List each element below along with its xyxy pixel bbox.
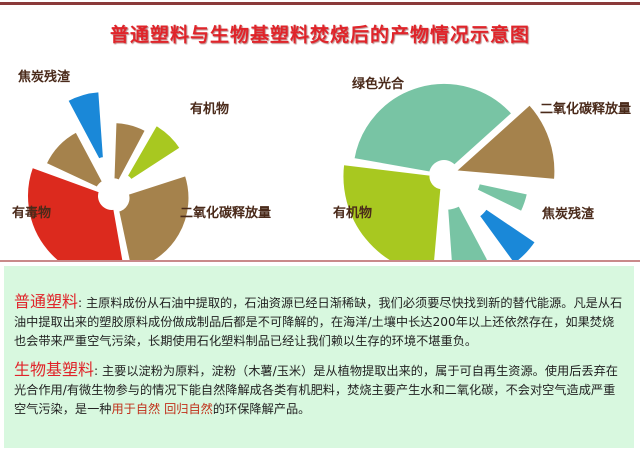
ordinary-plastic-text: : 主原料成份从石油中提取的，石油资源已经日渐稀缺，我们必须要尽快找到新的替代能… — [14, 296, 623, 348]
wedge-co2 — [453, 102, 557, 181]
right-label-char: 焦炭残渣 — [542, 207, 595, 222]
right-label-co2: 二氧化碳释放量 — [540, 102, 632, 117]
left-label-organic: 有机物 — [190, 102, 230, 117]
right-pie-bio-plastic — [341, 82, 557, 260]
right-label-organic: 有机物 — [333, 206, 373, 221]
bio-plastic-paragraph: 生物基塑料: 主要以淀粉为原料，淀粉（木薯/玉米）是从植物提取出来的，属于可自再… — [14, 360, 626, 419]
ordinary-plastic-paragraph: 普通塑料: 主原料成份从石油中提取的，石油资源已经日渐稀缺，我们必须要尽快找到新… — [14, 292, 626, 351]
right-label-photosynthesis: 绿色光合 — [352, 77, 405, 92]
wedge-organic — [125, 123, 183, 182]
highlight-return-nature: 回归自然 — [164, 402, 213, 416]
left-label-char: 焦炭残渣 — [18, 70, 71, 85]
wedge-teal-small — [475, 182, 530, 214]
wedge-toxic — [26, 165, 125, 260]
bio-plastic-heading: 生物基塑料 — [14, 360, 95, 379]
wedge-organic — [341, 162, 443, 260]
bio-plastic-text: : 主要以淀粉为原料，淀粉（木薯/玉米）是从植物提取出来的，属于可自再生资源。使… — [14, 364, 618, 416]
wedge-brown-top — [112, 121, 148, 183]
highlight-use-nature: 用于自然 — [111, 402, 161, 416]
description-panel — [4, 266, 634, 448]
wedge-co2 — [116, 173, 191, 260]
wedge-char — [477, 207, 538, 260]
top-divider — [0, 2, 640, 5]
wedge-teal-lower — [446, 203, 490, 260]
left-label-toxic: 有毒物 — [12, 206, 52, 221]
ordinary-plastic-heading: 普通塑料 — [14, 292, 79, 311]
bio-plastic-text-end: 的环保降解产品。 — [212, 402, 311, 416]
section-divider — [0, 260, 640, 262]
pie-diagrams — [26, 82, 557, 260]
left-pie-ordinary-plastic — [26, 90, 191, 260]
wedge-photosynthesis — [352, 82, 514, 174]
left-label-co2: 二氧化碳释放量 — [180, 206, 272, 221]
page-title: 普通塑料与生物基塑料焚烧后的产物情况示意图 — [109, 24, 530, 46]
wedge-char — [65, 90, 105, 161]
wedge-brown-left — [44, 130, 105, 190]
